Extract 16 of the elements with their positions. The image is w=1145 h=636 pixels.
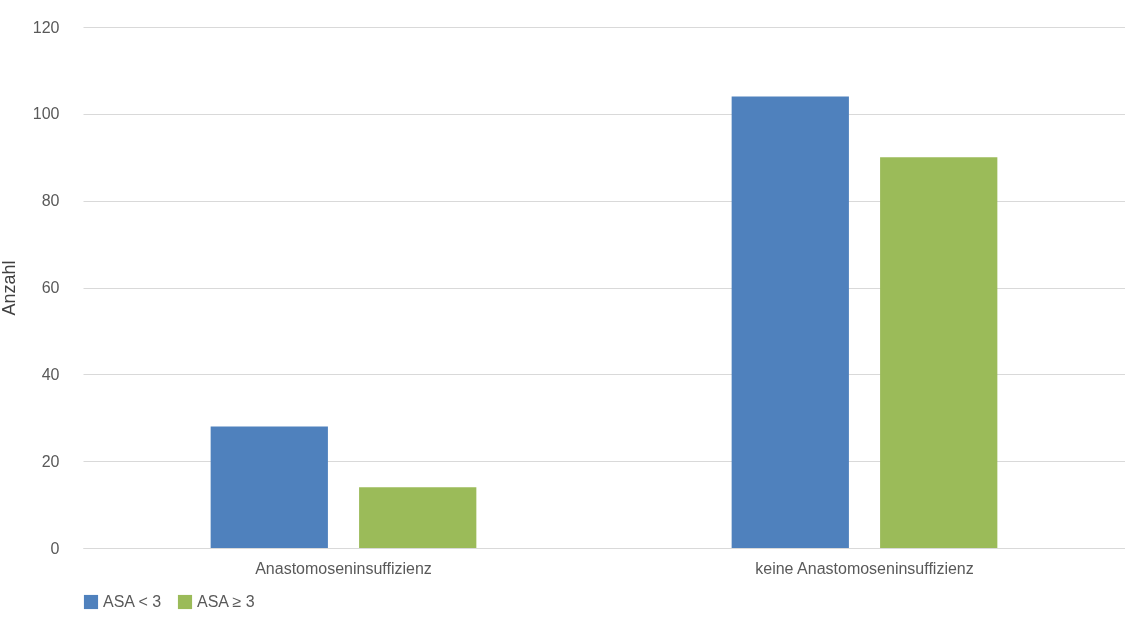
y-tick-label: 100 — [32, 105, 60, 123]
x-tick-label: Anastomoseninsuffizienz — [255, 559, 432, 577]
y-tick-label: 40 — [41, 365, 60, 383]
bar — [731, 96, 849, 548]
y-tick-label: 120 — [32, 18, 60, 36]
x-tick-label: keine Anastomoseninsuffizienz — [755, 559, 974, 577]
y-tick-label: 0 — [50, 539, 60, 557]
y-axis-title: Anzahl — [0, 260, 19, 316]
legend-label: ASA ≥ 3 — [197, 593, 255, 610]
bar — [880, 157, 998, 548]
bar — [359, 487, 477, 548]
y-tick-label: 80 — [41, 192, 60, 210]
y-tick-label: 60 — [41, 279, 60, 296]
bar — [210, 426, 328, 548]
legend-label: ASA < 3 — [103, 593, 162, 610]
y-tick-label: 20 — [41, 452, 60, 470]
